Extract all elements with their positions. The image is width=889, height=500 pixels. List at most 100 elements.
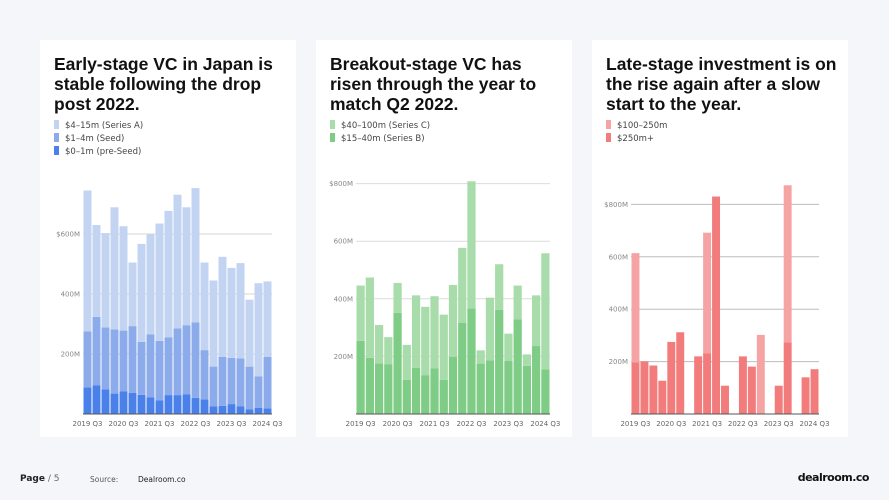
bar-segment — [254, 376, 263, 408]
x-tick-label: 2021 Q3 — [144, 420, 174, 428]
bar-segment — [356, 285, 365, 341]
bar-segment — [200, 399, 209, 414]
bar-segment — [173, 395, 182, 414]
bar-segment — [218, 256, 227, 357]
dealroom-logo: dealroom.co — [797, 471, 870, 484]
chart-legend: $40–100m (Series C) $15–40m (Series B) — [330, 120, 568, 146]
bar-segment — [119, 226, 128, 331]
legend-label: $4–15m (Series A) — [65, 121, 144, 131]
bar-segment — [365, 357, 374, 414]
y-tick-label: $800M — [604, 201, 628, 209]
bar-segment — [801, 377, 810, 414]
bar-segment — [155, 340, 164, 401]
chart-header: Late-stage investment is on the rise aga… — [606, 54, 844, 146]
bar-segment — [676, 332, 685, 414]
bar-segment — [430, 368, 439, 414]
bar-segment — [173, 194, 182, 329]
legend-label: $250m+ — [617, 134, 655, 144]
page-indicator: Page / 5 — [20, 474, 59, 484]
bar-segment — [541, 253, 550, 370]
bar-segment — [421, 375, 430, 414]
bar-segment — [703, 232, 712, 354]
chart-title: Late-stage investment is on the rise aga… — [606, 54, 837, 114]
x-tick-label: 2023 Q3 — [493, 420, 523, 428]
bar-segment — [476, 350, 485, 364]
y-tick-label: 400M — [61, 291, 80, 299]
bar-segment — [254, 283, 263, 377]
bar-segment — [200, 350, 209, 400]
chart-legend: $4–15m (Series A) $1–4m (Seed) $0–1m (pre-… — [54, 120, 292, 159]
bar-segment — [522, 365, 532, 414]
legend-item: $1–4m (Seed) — [54, 133, 292, 146]
bar-segment — [703, 353, 712, 414]
bar-segment — [101, 389, 110, 414]
bar-segment — [191, 397, 200, 414]
chart-card-breakout-stage: 200M 400M 600M $800M 2019 Q3 2020 Q3 2021 Q3 20… — [316, 40, 572, 437]
bar-segment — [402, 379, 411, 414]
bar-segment — [128, 392, 137, 414]
bar-segment — [421, 306, 430, 376]
bar-segment — [448, 356, 458, 414]
bar-segment — [209, 406, 218, 414]
legend-item: $100–250m — [606, 120, 844, 133]
y-tick-label: 600M — [334, 238, 353, 246]
bar-segment — [236, 263, 245, 359]
bar-segment — [191, 188, 200, 323]
y-tick-label: 200M — [609, 358, 628, 366]
bar-segment — [384, 337, 393, 365]
bar-segment — [101, 233, 110, 328]
x-tick-label: 2021 Q3 — [692, 420, 722, 428]
bar-segment — [182, 325, 191, 395]
bar-segment — [173, 328, 182, 396]
bar-segment — [164, 337, 173, 396]
bar-segment — [356, 340, 365, 414]
bar-segment — [402, 344, 411, 380]
x-tick-label: 2022 Q3 — [728, 420, 758, 428]
chart-card-late-stage: 200M 400M 600M $800M 2019 Q3 2020 Q3 2021 Q3 20… — [592, 40, 848, 437]
bar-segment — [495, 264, 504, 310]
bar-segment — [182, 207, 191, 326]
legend-item: $15–40m (Series B) — [330, 133, 568, 146]
bar-segment — [374, 325, 384, 364]
bar-segment — [631, 362, 640, 414]
chart-title: Early-stage VC in Japan is stable follow… — [54, 54, 273, 114]
x-tick-label: 2019 Q3 — [72, 420, 102, 428]
bar-segment — [263, 408, 272, 414]
chart-header: Breakout-stage VC has risen through the … — [330, 54, 568, 146]
bar-segment — [245, 299, 254, 367]
bar-segment — [513, 319, 522, 414]
bar-segment — [430, 296, 439, 369]
bar-segment — [747, 366, 756, 414]
bar-segment — [658, 380, 667, 414]
legend-swatch — [54, 146, 59, 155]
bar-segment — [92, 316, 101, 386]
bar-segment — [236, 358, 245, 407]
bar-segment — [110, 393, 119, 414]
y-tick-label: 200M — [334, 353, 353, 361]
bar-segment — [649, 365, 658, 414]
legend-label: $1–4m (Seed) — [65, 134, 125, 144]
bar-segment — [721, 385, 729, 414]
bar-segment — [458, 322, 467, 414]
x-tick-label: 2020 Q3 — [108, 420, 138, 428]
chart-legend: $100–250m $250m+ — [606, 120, 844, 146]
bar-segment — [522, 354, 532, 366]
bar-segment — [182, 394, 191, 414]
legend-label: $15–40m (Series B) — [341, 134, 425, 144]
legend-item: $250m+ — [606, 133, 844, 146]
bar-segment — [110, 329, 119, 394]
bar-segment — [439, 379, 448, 414]
bar-segment — [209, 280, 218, 367]
x-tick-label: 2022 Q3 — [180, 420, 210, 428]
bar-segment — [128, 262, 137, 327]
bar-segment — [631, 253, 640, 363]
bar-segment — [245, 366, 254, 410]
legend-label: $0–1m (pre-Seed) — [65, 147, 142, 157]
bar-segment — [146, 234, 155, 335]
bar-segment — [810, 369, 819, 414]
bar-segment — [393, 282, 402, 313]
bar-chart: 200M 400M $600M 2019 Q3 2020 Q3 2021 Q3 2022 Q… — [56, 188, 283, 428]
x-tick-label: 2024 Q3 — [252, 420, 282, 428]
x-tick-label: 2020 Q3 — [656, 420, 686, 428]
bar-segment — [218, 405, 227, 414]
